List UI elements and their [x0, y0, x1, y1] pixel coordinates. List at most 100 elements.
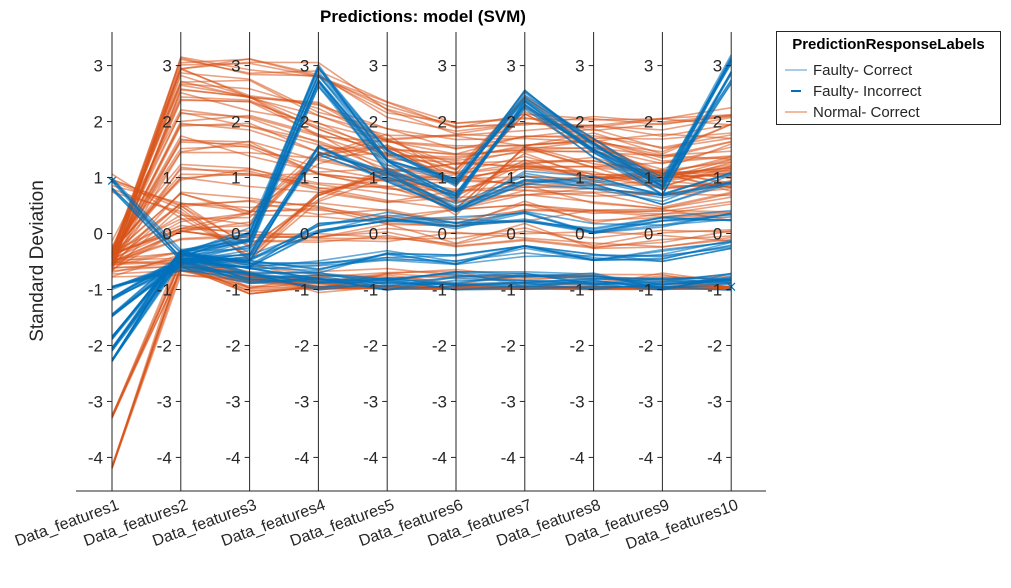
legend-swatch-faulty-correct — [785, 69, 807, 71]
y-tick-label: -1 — [363, 280, 378, 299]
series-line — [111, 74, 732, 263]
y-tick-label: 2 — [575, 113, 584, 132]
series-line — [111, 88, 732, 267]
y-tick-label: 0 — [438, 225, 447, 244]
y-tick-label: -3 — [569, 392, 584, 411]
legend-label: Normal- Correct — [813, 103, 920, 121]
y-tick-label: -1 — [88, 280, 103, 299]
series-line — [111, 62, 732, 340]
legend-item-faulty-incorrect[interactable]: Faulty- Incorrect — [785, 81, 921, 101]
y-tick-label: -4 — [638, 448, 653, 467]
y-tick-label: 1 — [300, 169, 309, 188]
y-tick-label: -2 — [157, 336, 172, 355]
y-tick-label: 2 — [713, 113, 722, 132]
y-tick-label: -1 — [569, 280, 584, 299]
y-tick-label: -2 — [432, 336, 447, 355]
y-tick-label: 3 — [300, 57, 309, 76]
y-tick-label: -4 — [707, 448, 722, 467]
y-tick-label: -2 — [88, 336, 103, 355]
y-tick-label: 1 — [438, 169, 447, 188]
series-line — [111, 163, 732, 248]
y-tick-label: -2 — [638, 336, 653, 355]
series-line — [111, 146, 732, 249]
y-tick-label: 1 — [369, 169, 378, 188]
series-line — [111, 224, 732, 256]
y-tick-label: 2 — [438, 113, 447, 132]
series-line — [111, 79, 732, 349]
y-tick-label: -1 — [638, 280, 653, 299]
y-tick-label: 1 — [713, 169, 722, 188]
y-tick-label: -4 — [225, 448, 240, 467]
series-line — [111, 241, 732, 361]
y-tick-label: -3 — [157, 392, 172, 411]
legend-item-normal-correct[interactable]: Normal- Correct — [785, 102, 920, 122]
series-line — [111, 166, 732, 266]
series-line — [111, 79, 732, 253]
chart-title: Predictions: model (SVM) — [320, 7, 526, 26]
series-line — [111, 269, 732, 468]
y-tick-label: -3 — [88, 392, 103, 411]
y-tick-label: -2 — [501, 336, 516, 355]
series-line — [111, 72, 732, 257]
y-tick-label: 0 — [506, 225, 515, 244]
y-tick-label: -3 — [707, 392, 722, 411]
y-tick-label: -3 — [363, 392, 378, 411]
y-tick-label: 0 — [162, 225, 171, 244]
y-tick-label: -4 — [157, 448, 172, 467]
series-line — [111, 99, 732, 263]
legend-swatch-faulty-incorrect — [791, 90, 801, 92]
y-tick-label: -2 — [707, 336, 722, 355]
y-tick-label: -4 — [363, 448, 378, 467]
series-line — [111, 73, 732, 352]
series-line — [111, 192, 732, 257]
y-tick-label: 2 — [369, 113, 378, 132]
y-tick-label: 3 — [438, 57, 447, 76]
series-line — [111, 61, 732, 265]
series-faulty — [111, 54, 732, 363]
y-tick-label: 3 — [162, 57, 171, 76]
y-tick-label: 1 — [575, 169, 584, 188]
series-line — [111, 189, 732, 289]
y-tick-label: 3 — [231, 57, 240, 76]
y-tick-label: 2 — [506, 113, 515, 132]
series-line — [111, 191, 732, 268]
y-tick-label: 3 — [506, 57, 515, 76]
y-tick-label: -4 — [501, 448, 516, 467]
y-tick-label: -3 — [638, 392, 653, 411]
legend: PredictionResponseLabels Faulty- Correct… — [776, 31, 1001, 125]
legend-swatch-normal-correct — [785, 111, 807, 113]
series-line — [111, 274, 732, 469]
y-tick-label: -3 — [294, 392, 309, 411]
series-line — [111, 79, 732, 351]
y-tick-label: 0 — [713, 225, 722, 244]
y-tick-label: 1 — [644, 169, 653, 188]
y-tick-label: 3 — [575, 57, 584, 76]
legend-label: Faulty- Correct — [813, 61, 913, 79]
y-tick-label: 3 — [94, 57, 103, 76]
y-tick-label: -2 — [569, 336, 584, 355]
y-tick-label: 1 — [94, 169, 103, 188]
y-tick-label: -2 — [294, 336, 309, 355]
y-tick-label: 0 — [94, 225, 103, 244]
legend-item-faulty-correct[interactable]: Faulty- Correct — [785, 60, 912, 80]
feature-axes: 3210-1-2-3-4Data_features13210-1-2-3-4Da… — [13, 32, 741, 553]
y-tick-label: -1 — [501, 280, 516, 299]
series-line — [111, 134, 732, 258]
series-line — [111, 54, 732, 338]
y-tick-label: 1 — [506, 169, 515, 188]
y-tick-label: -3 — [432, 392, 447, 411]
y-tick-label: 1 — [231, 169, 240, 188]
y-tick-label: 3 — [644, 57, 653, 76]
y-tick-label: -2 — [363, 336, 378, 355]
y-tick-label: 0 — [231, 225, 240, 244]
series-lines: ×× — [106, 54, 737, 469]
y-tick-label: 3 — [369, 57, 378, 76]
series-line — [111, 67, 732, 254]
series-line — [111, 62, 732, 266]
y-tick-label: -1 — [225, 280, 240, 299]
series-line — [111, 227, 732, 264]
y-tick-label: -2 — [225, 336, 240, 355]
y-tick-label: 2 — [300, 113, 309, 132]
y-tick-label: 3 — [713, 57, 722, 76]
